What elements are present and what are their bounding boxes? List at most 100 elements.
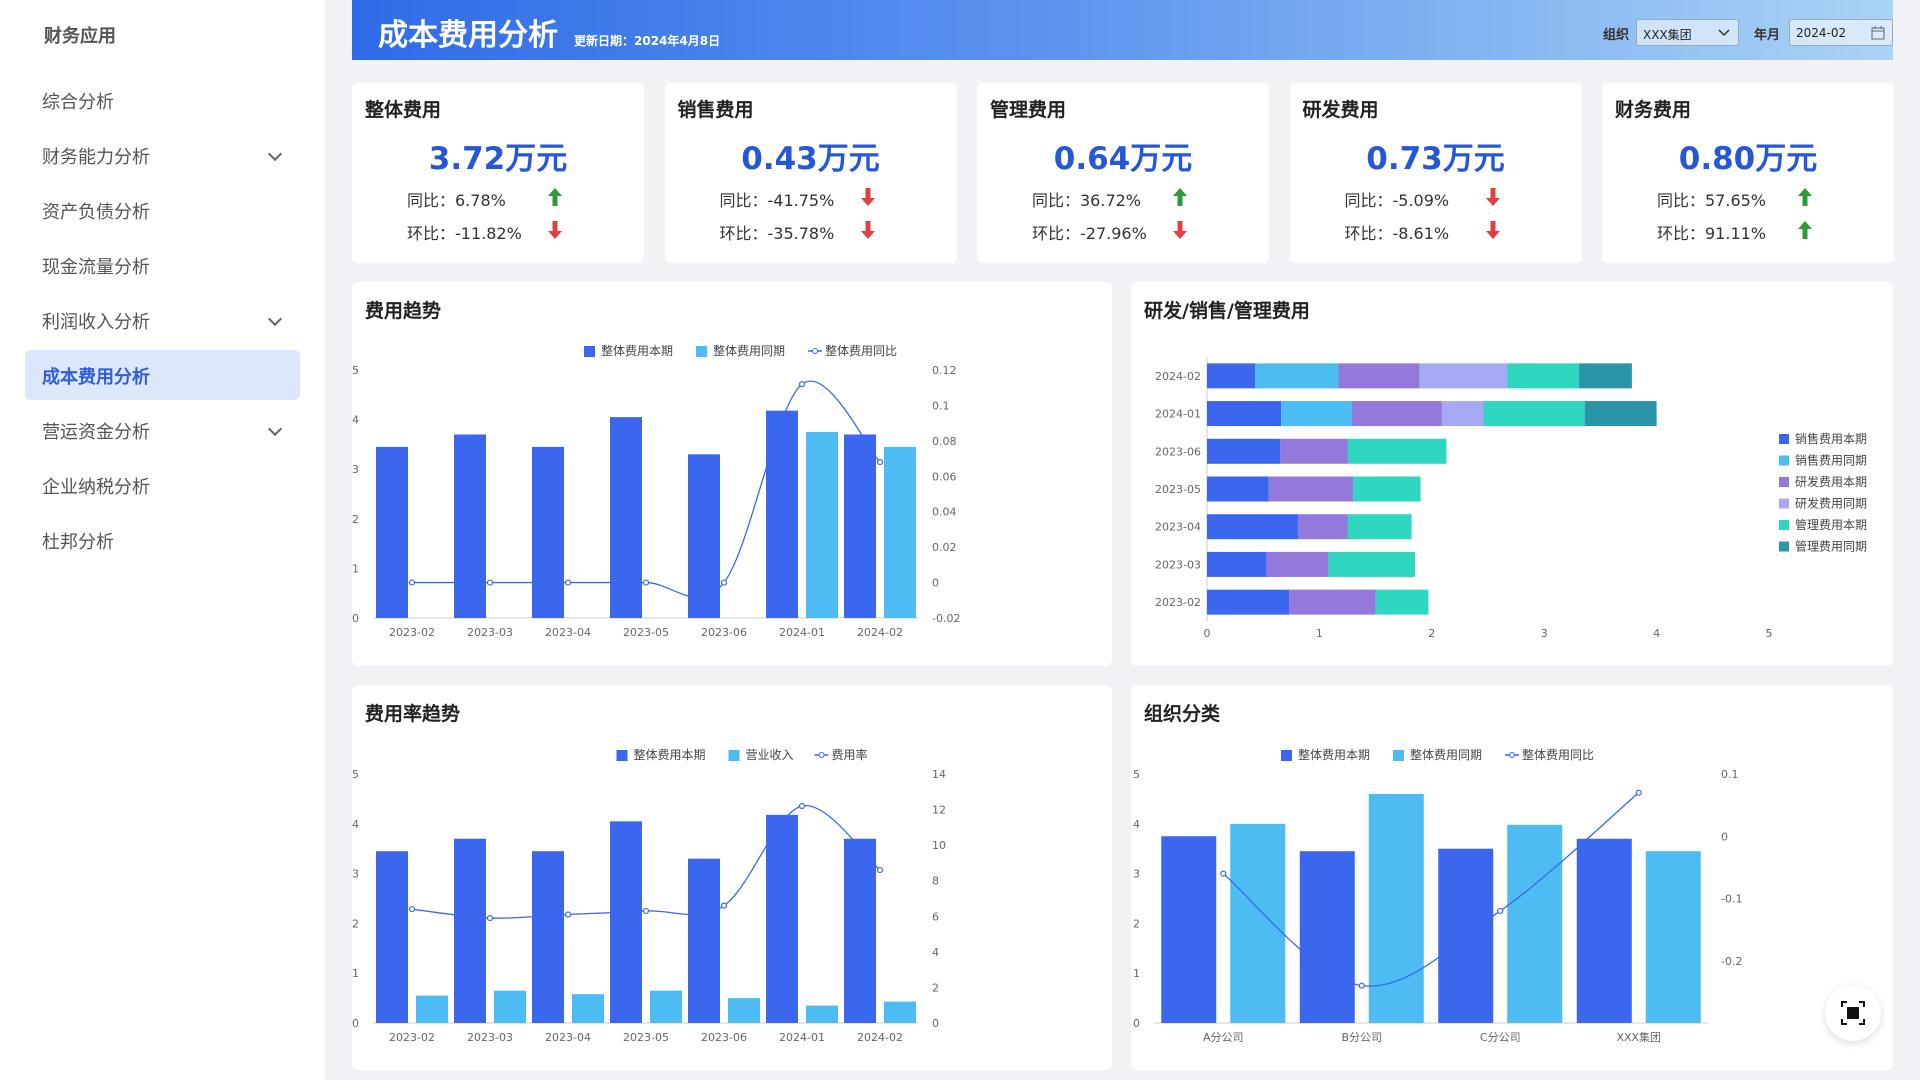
stacked-bar-segment[interactable] [1584, 401, 1657, 427]
stacked-bar-segment[interactable] [1328, 551, 1415, 577]
stacked-bar-segment[interactable] [1207, 363, 1256, 389]
bar[interactable] [1576, 838, 1632, 1023]
line-point[interactable] [798, 802, 806, 810]
calendar-icon [1871, 26, 1885, 40]
stacked-bar-segment[interactable] [1441, 401, 1484, 427]
stacked-bar-segment[interactable] [1419, 363, 1508, 389]
chevron-down-icon[interactable] [267, 146, 283, 162]
stacked-bar-segment[interactable] [1266, 551, 1329, 577]
line-point[interactable] [720, 579, 728, 586]
bar[interactable] [416, 995, 448, 1023]
bar[interactable] [610, 417, 642, 618]
line-series [1222, 792, 1640, 987]
sidebar-item[interactable]: 杜邦分析 [25, 515, 300, 565]
stacked-bar-segment[interactable] [1579, 363, 1632, 389]
bar[interactable] [688, 454, 720, 618]
stacked-bar-segment[interactable] [1338, 363, 1420, 389]
line-point[interactable] [564, 911, 572, 918]
stacked-bar-segment[interactable] [1280, 438, 1348, 464]
bar[interactable] [650, 990, 682, 1023]
line-point[interactable] [1635, 789, 1642, 796]
stacked-bar-segment[interactable] [1507, 363, 1580, 389]
bar[interactable] [1645, 851, 1701, 1023]
line-point[interactable] [486, 914, 494, 922]
bar[interactable] [844, 838, 876, 1023]
stacked-bar-segment[interactable] [1289, 589, 1376, 615]
x-tick-label: 2023-02 [389, 1031, 435, 1044]
line-point[interactable] [408, 906, 416, 913]
bar[interactable] [884, 446, 916, 618]
stacked-bar-segment[interactable] [1281, 401, 1352, 427]
bar[interactable] [1230, 823, 1286, 1023]
line-point[interactable] [1497, 907, 1504, 915]
fullscreen-button[interactable] [1825, 985, 1881, 1041]
stacked-bar-segment[interactable] [1255, 363, 1339, 389]
kpi-card: 销售费用 0.43万元 同比：-41.75% 环比：-35.78% [664, 83, 957, 263]
line-point[interactable] [1358, 982, 1365, 989]
bar[interactable] [1438, 848, 1494, 1023]
bar[interactable] [610, 821, 642, 1023]
stacked-bar-segment[interactable] [1207, 401, 1282, 427]
y-tick-label: 3 [352, 463, 359, 476]
month-picker[interactable]: 2024-02 [1789, 19, 1893, 46]
line-point[interactable] [486, 579, 494, 586]
bar[interactable] [532, 851, 564, 1023]
bar[interactable] [806, 432, 838, 618]
bar[interactable] [806, 1005, 838, 1023]
bar[interactable] [688, 858, 720, 1023]
stacked-bar-segment[interactable] [1268, 476, 1354, 502]
bar[interactable] [572, 994, 604, 1023]
bar[interactable] [844, 434, 876, 618]
line-point[interactable] [408, 579, 416, 586]
bar[interactable] [532, 446, 564, 618]
sidebar-item[interactable]: 综合分析 [25, 75, 300, 125]
sidebar-item[interactable]: 营运资金分析 [25, 405, 300, 455]
bar[interactable] [454, 434, 486, 618]
line-point[interactable] [798, 381, 806, 388]
bar[interactable] [454, 838, 486, 1023]
stacked-bar-segment[interactable] [1298, 514, 1348, 540]
line-point[interactable] [720, 902, 728, 909]
bar[interactable] [766, 410, 798, 618]
sidebar-item[interactable]: 现金流量分析 [25, 240, 300, 290]
sidebar-item[interactable]: 成本费用分析 [25, 350, 300, 400]
stacked-bar-segment[interactable] [1347, 514, 1412, 540]
sidebar-item[interactable]: 财务能力分析 [25, 130, 300, 180]
stacked-bar-segment[interactable] [1207, 438, 1281, 464]
line-point[interactable] [564, 579, 572, 586]
chevron-down-icon [1718, 29, 1730, 37]
bar[interactable] [1368, 793, 1424, 1023]
bar[interactable] [884, 1001, 916, 1023]
stacked-bar-segment[interactable] [1375, 589, 1429, 615]
org-select[interactable]: XXX集团 [1636, 19, 1739, 46]
stacked-bar-segment[interactable] [1483, 401, 1585, 427]
bar[interactable] [1507, 824, 1563, 1023]
stacked-bar-segment[interactable] [1207, 589, 1290, 615]
line-point[interactable] [876, 459, 884, 466]
chevron-down-icon[interactable] [267, 311, 283, 327]
stacked-bar-segment[interactable] [1207, 551, 1267, 577]
bar[interactable] [376, 851, 408, 1023]
bar[interactable] [766, 814, 798, 1023]
sidebar-item[interactable]: 资产负债分析 [25, 185, 300, 235]
stacked-bar-segment[interactable] [1207, 514, 1299, 540]
stacked-bar-segment[interactable] [1347, 438, 1447, 464]
y-tick-label: 5 [352, 768, 359, 781]
bar[interactable] [1299, 851, 1355, 1023]
line-point[interactable] [876, 866, 884, 874]
bar[interactable] [376, 446, 408, 618]
kpi-title: 整体费用 [365, 99, 442, 121]
bar[interactable] [494, 990, 526, 1023]
stacked-bar-segment[interactable] [1351, 401, 1442, 427]
chevron-down-icon[interactable] [267, 421, 283, 437]
sidebar-item[interactable]: 利润收入分析 [25, 295, 300, 345]
sidebar-item[interactable]: 企业纳税分析 [25, 460, 300, 510]
stacked-bar-segment[interactable] [1353, 476, 1421, 502]
stacked-bar-segment[interactable] [1207, 476, 1269, 502]
line-point[interactable] [1220, 870, 1227, 877]
line-point[interactable] [642, 579, 650, 586]
line-point[interactable] [642, 907, 650, 915]
bar[interactable] [1161, 836, 1217, 1023]
bar[interactable] [728, 998, 760, 1023]
x-tick-label: 2 [1428, 627, 1435, 640]
